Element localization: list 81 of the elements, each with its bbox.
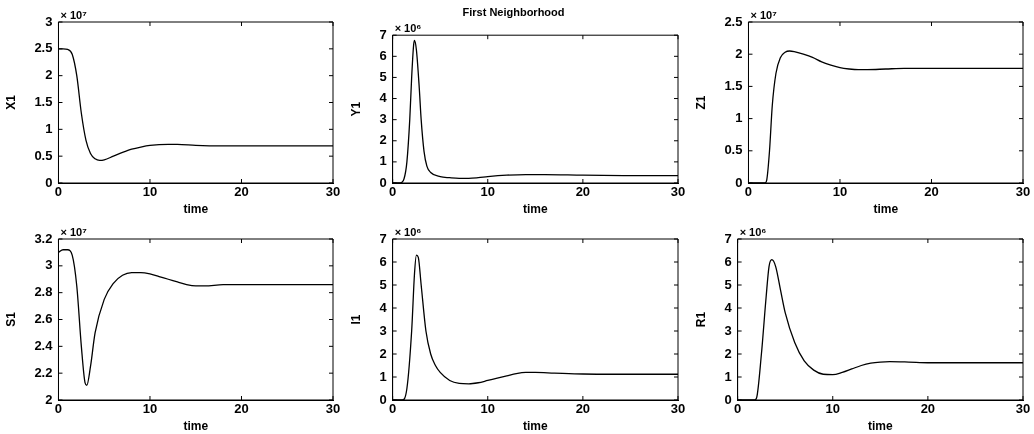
y-tick-label: 1: [45, 120, 53, 136]
y-tick-label: 5: [724, 276, 732, 292]
chart-title: First Neighborhood: [462, 5, 565, 18]
y-tick-label: 4: [724, 299, 733, 315]
y-tick-label: 2: [45, 67, 53, 83]
x-tick-label: 30: [325, 401, 341, 417]
y-tick-label: 2: [45, 391, 53, 407]
x-axis-title: time: [522, 202, 548, 217]
y-tick-label: 1.5: [34, 94, 53, 110]
text: × 10⁷: [60, 225, 88, 238]
y-tick-label: 3: [724, 322, 732, 338]
y-tick-label: 2: [735, 45, 743, 61]
text: × 10⁷: [60, 8, 88, 21]
x-axis-title: time: [873, 202, 899, 217]
x-tick-label: 10: [825, 401, 840, 417]
y-axis-title: R1: [693, 311, 708, 328]
x-axis-title: time: [867, 419, 893, 434]
x-tick-label: 30: [670, 401, 686, 417]
y-tick-label: 2.2: [34, 364, 53, 380]
y-tick-label: 3: [379, 111, 387, 127]
x-tick-label: 30: [325, 184, 341, 200]
y-tick-label: 6: [379, 253, 387, 269]
y-tick-label: 5: [379, 69, 387, 85]
y-tick-label: 0: [379, 391, 387, 407]
x-tick-label: 10: [480, 401, 495, 417]
y-tick-label: 7: [724, 230, 732, 246]
y-tick-label: 2.5: [724, 13, 743, 29]
y-tick-label: 6: [724, 253, 732, 269]
y-tick-label: 5: [379, 276, 387, 292]
y-axis-title: S1: [3, 311, 18, 327]
x-tick-label: 30: [1015, 401, 1031, 417]
y-tick-label: 4: [379, 90, 388, 106]
x-tick-label: 20: [920, 401, 936, 417]
x-tick-label: 10: [832, 184, 848, 200]
y-tick-label: 3: [45, 13, 53, 29]
y-tick-label: 2.4: [34, 337, 54, 353]
x-tick-label: 20: [575, 184, 591, 200]
y-tick-label: 3: [379, 322, 387, 338]
y-tick-label: 7: [379, 230, 387, 246]
x-tick-label: 20: [575, 401, 591, 417]
y-tick-label: 0: [735, 174, 743, 190]
y-axis-title: Y1: [348, 101, 363, 117]
y-tick-label: 1: [724, 368, 732, 384]
y-tick-label: 4: [379, 299, 388, 315]
y-tick-label: 1.5: [724, 77, 743, 93]
y-axis-title: Z1: [693, 95, 708, 110]
y-tick-label: 0.5: [34, 147, 53, 163]
y-tick-label: 1: [379, 368, 387, 384]
x-axis-title: time: [522, 419, 548, 434]
text: × 10⁶: [394, 21, 422, 34]
x-axis-title: time: [183, 202, 209, 217]
x-tick-label: 10: [142, 401, 158, 417]
y-tick-label: 3: [45, 257, 53, 273]
x-tick-label: 30: [1015, 184, 1031, 200]
x-tick-label: 20: [924, 184, 939, 200]
x-tick-label: 30: [670, 184, 686, 200]
y-tick-label: 0.5: [724, 142, 743, 158]
y-tick-label: 0: [45, 174, 53, 190]
y-tick-label: 1: [735, 110, 743, 126]
y-tick-label: 2.5: [34, 40, 53, 56]
x-tick-label: 10: [480, 184, 495, 200]
x-tick-label: 10: [142, 184, 158, 200]
y-tick-label: 0: [379, 174, 387, 190]
y-tick-label: 2: [379, 132, 387, 148]
y-tick-label: 1: [379, 153, 387, 169]
y-tick-label: 2: [379, 345, 387, 361]
text: × 10⁶: [394, 225, 422, 238]
y-axis-title: X1: [3, 94, 18, 110]
y-tick-label: 2: [724, 345, 732, 361]
y-tick-label: 2.6: [34, 311, 53, 327]
x-tick-label: 20: [234, 401, 249, 417]
text: × 10⁶: [739, 225, 767, 238]
x-axis-title: time: [183, 419, 209, 434]
y-tick-label: 2.8: [34, 284, 53, 300]
y-axis-title: I1: [348, 314, 363, 325]
x-tick-label: 20: [234, 184, 249, 200]
y-tick-label: 7: [379, 26, 387, 42]
y-tick-label: 3.2: [34, 230, 53, 246]
y-tick-label: 0: [724, 391, 732, 407]
text: × 10⁷: [750, 8, 778, 21]
y-tick-label: 6: [379, 47, 387, 63]
